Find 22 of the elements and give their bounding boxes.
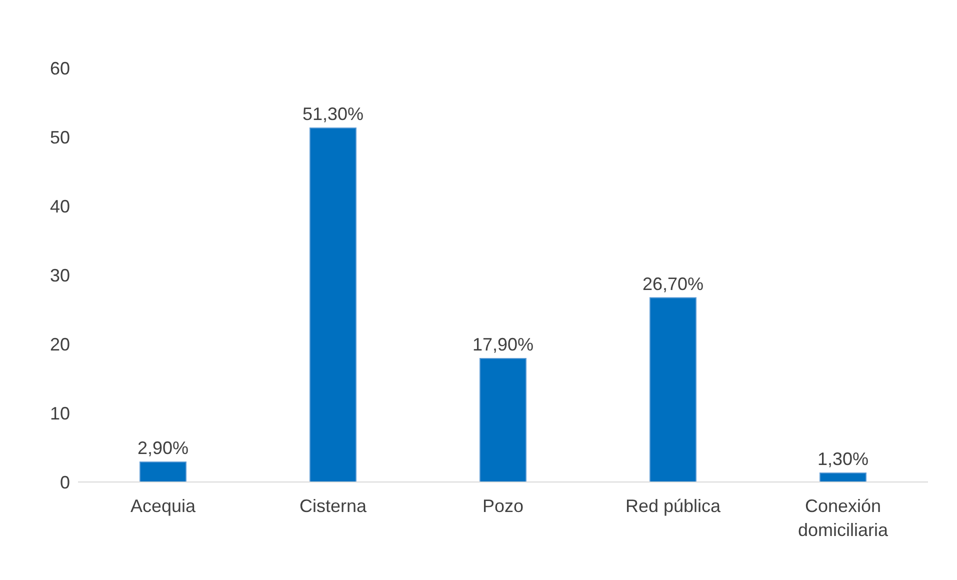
y-tick-label: 20	[50, 334, 70, 354]
bar	[650, 297, 696, 482]
y-tick-label: 30	[50, 265, 70, 286]
y-tick-label: 10	[50, 403, 70, 424]
x-tick-label: Pozo	[482, 496, 524, 516]
y-tick-label: 60	[50, 58, 70, 78]
data-label: 17,90%	[472, 334, 534, 354]
data-label: 1,30%	[817, 449, 869, 470]
bar	[480, 358, 526, 482]
bar	[140, 461, 186, 482]
data-label: 26,70%	[642, 274, 704, 294]
bar	[310, 128, 356, 482]
bar	[820, 472, 866, 482]
x-tick-label: Conexión domiciliaria	[798, 496, 889, 540]
x-tick-label: Acequia	[130, 496, 197, 516]
data-label: 51,30%	[302, 104, 364, 124]
x-tick-label: Cisterna	[299, 496, 368, 516]
data-label: 2,90%	[137, 438, 189, 458]
y-tick-label: 50	[50, 127, 70, 148]
x-tick-label: Red pública	[625, 496, 722, 516]
y-tick-label: 40	[50, 196, 70, 216]
y-tick-label: 0	[60, 472, 70, 492]
